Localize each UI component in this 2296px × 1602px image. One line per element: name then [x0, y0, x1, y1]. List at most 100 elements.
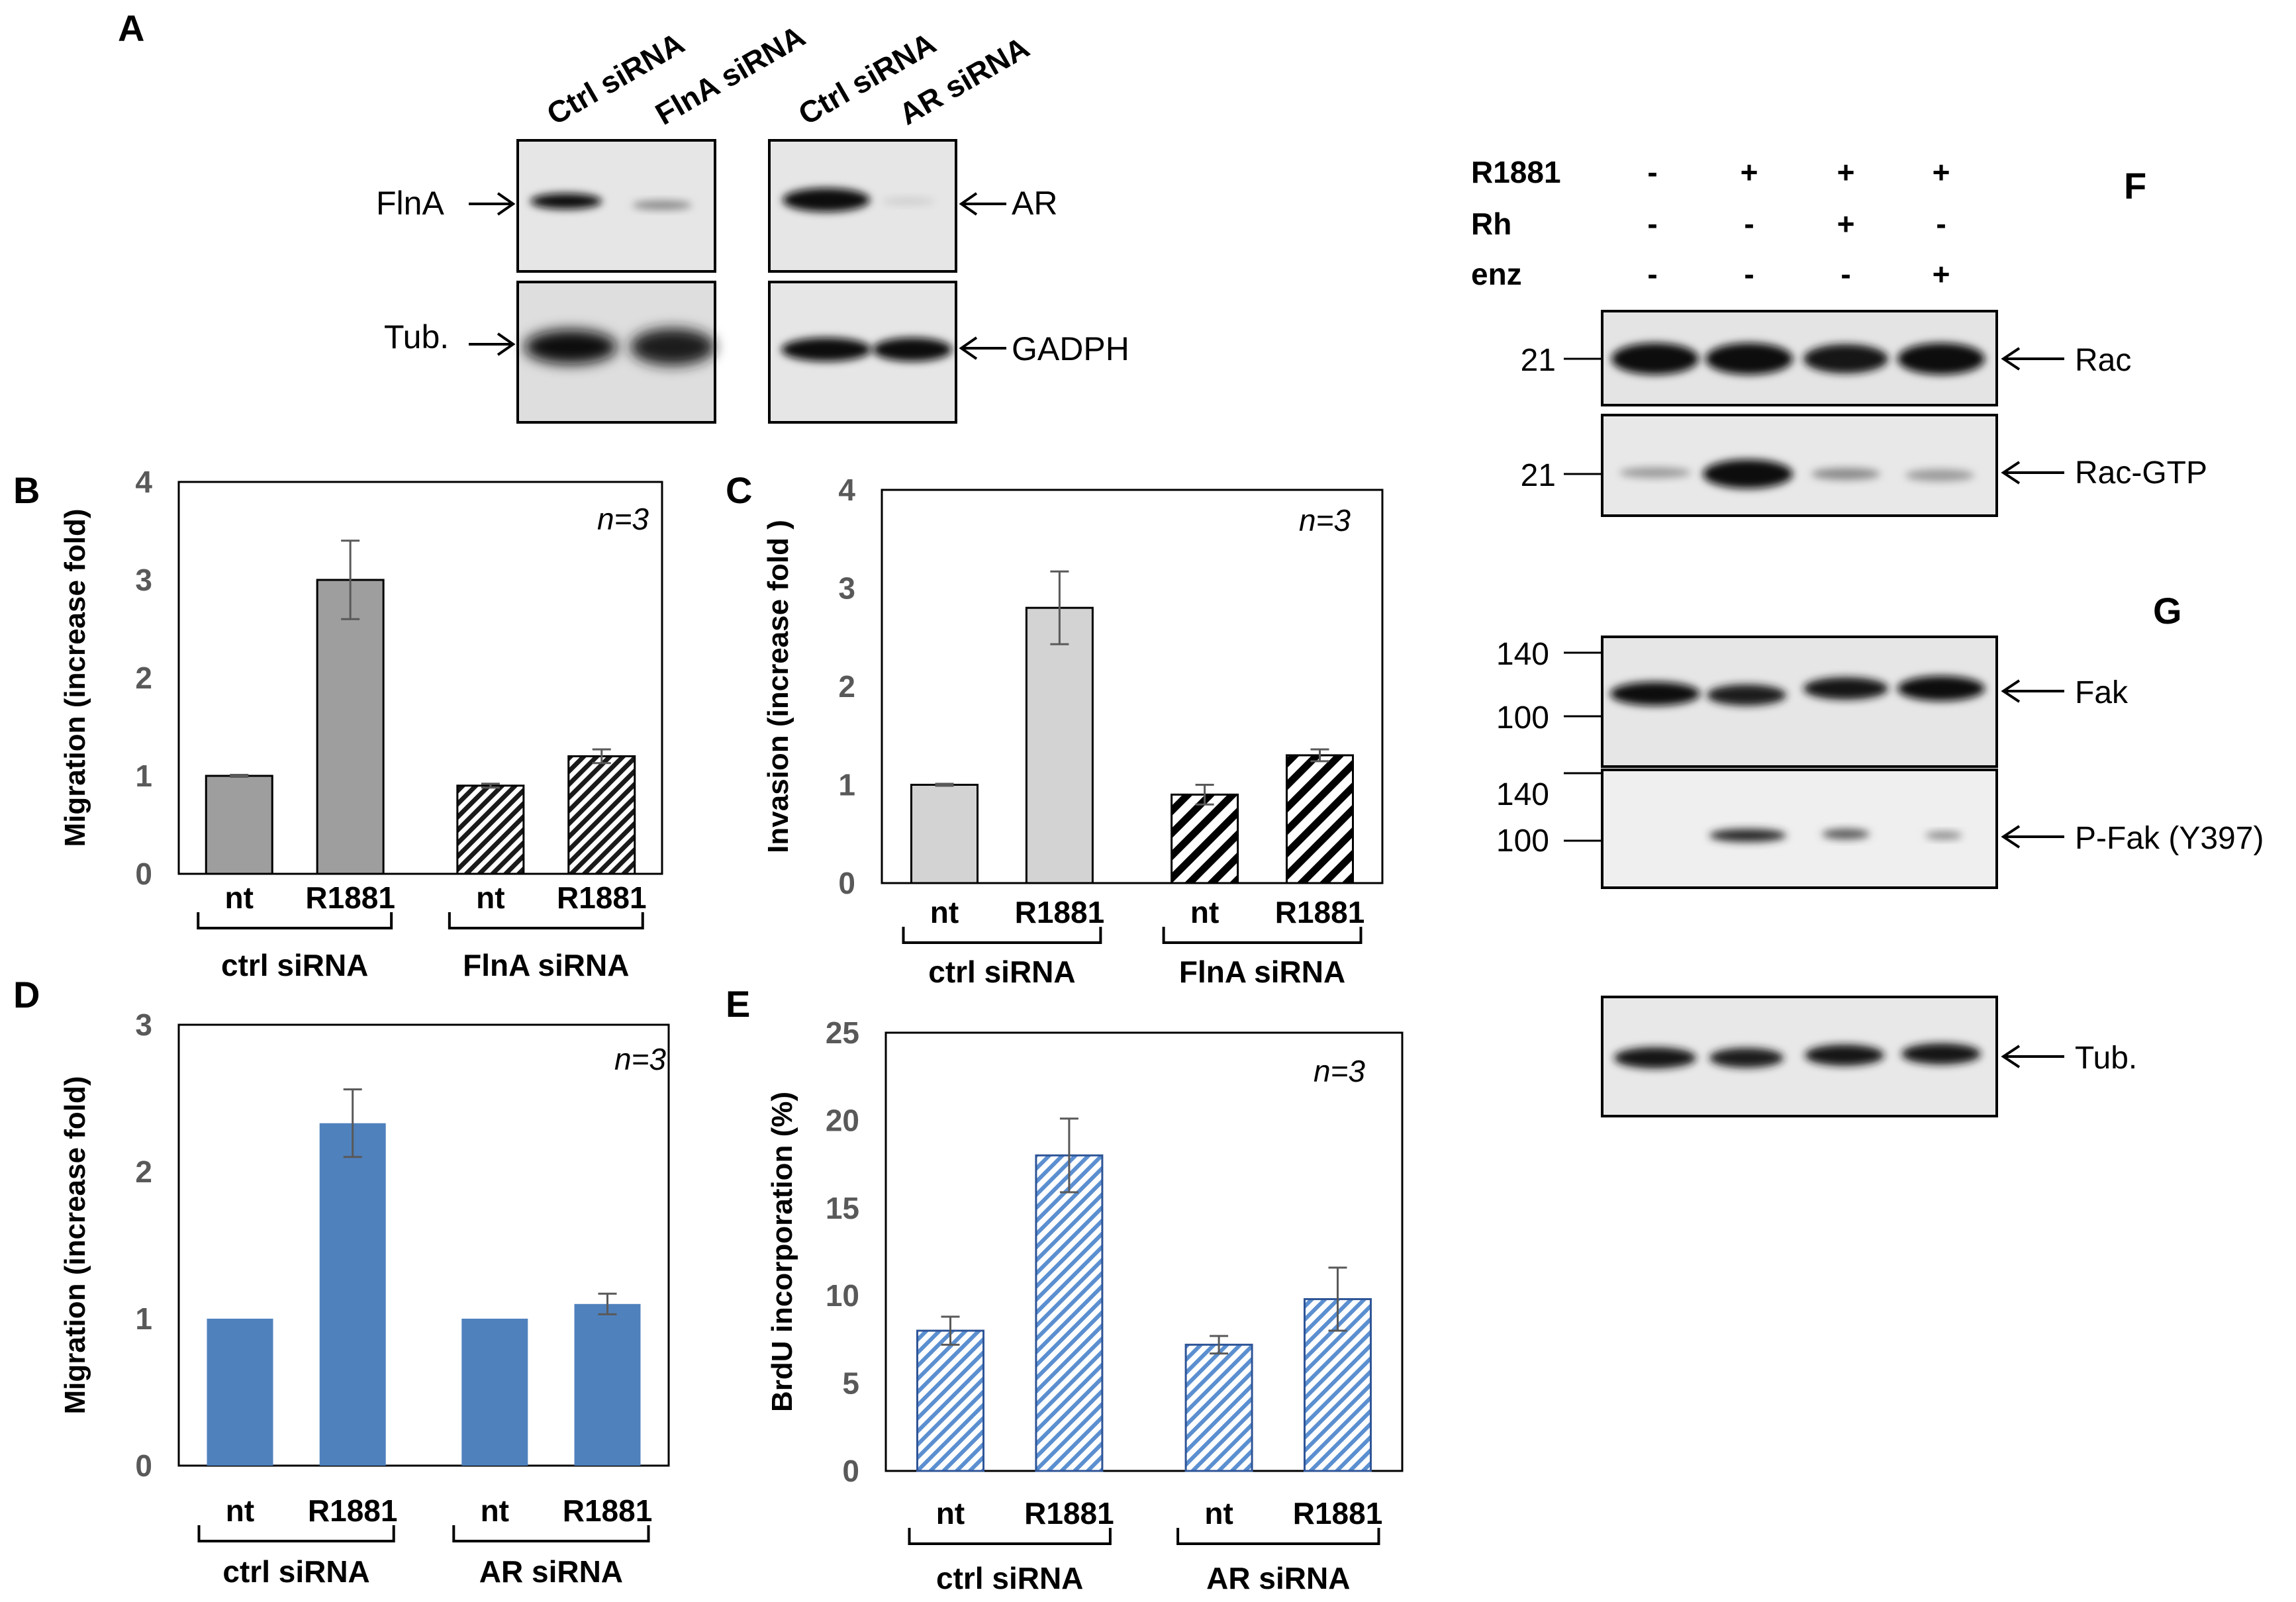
band-label-p-fak: P-Fak (Y397) — [2075, 821, 2264, 856]
category-label: R1881 — [557, 880, 647, 915]
y-axis-label: BrdU incorporation (%) — [766, 1092, 798, 1412]
band-label-tub-a: Tub. — [384, 318, 449, 355]
y-tick-label: 1 — [838, 768, 855, 802]
blot-gadph — [768, 281, 957, 424]
arrow-p-fak — [2001, 825, 2064, 849]
category-label: R1881 — [563, 1493, 653, 1528]
y-tick-label: 0 — [135, 1448, 152, 1483]
y-tick-label: 2 — [135, 1154, 152, 1189]
blot-rac — [1601, 310, 1998, 406]
category-label: nt — [481, 1493, 509, 1528]
band-label-rac: Rac — [2075, 343, 2131, 378]
category-label: R1881 — [1015, 895, 1105, 929]
y-axis-label: Invasion (increase fold ) — [762, 520, 794, 853]
blot-a-arrows — [469, 192, 1006, 360]
panel-letter-a: A — [118, 7, 144, 49]
group-bracket — [448, 912, 644, 929]
category-label: R1881 — [305, 880, 395, 915]
category-label: R1881 — [308, 1493, 398, 1528]
category-label: nt — [226, 1493, 254, 1528]
panel-letter-g: G — [2153, 590, 2182, 632]
group-label: AR siRNA — [479, 1554, 623, 1589]
group-bracket — [197, 1525, 395, 1542]
error-bar — [598, 1292, 617, 1315]
bar — [574, 1303, 641, 1466]
plot-frame — [177, 1023, 670, 1467]
y-tick-label: 20 — [826, 1103, 859, 1137]
chart-e-brdu-ar: 0 5 10 15 20 25 BrdU incorporation (%) n=3 nt R18… — [766, 1015, 1404, 1595]
plot-frame — [881, 489, 1384, 884]
error-bar — [481, 782, 500, 789]
group-bracket — [908, 1528, 1112, 1545]
marker-21-rac: 21 — [1521, 343, 1556, 378]
error-bar — [941, 1315, 960, 1346]
plot-frame — [177, 481, 663, 875]
y-tick-label: 1 — [135, 1301, 152, 1336]
n-annotation: n=3 — [1299, 503, 1351, 538]
band-label-tub-g: Tub. — [2075, 1041, 2137, 1076]
panel-letter-f: F — [2124, 165, 2146, 207]
blot-fg-arrows — [2001, 347, 2064, 1068]
y-tick-label: 25 — [826, 1015, 859, 1050]
y-tick-label: 3 — [135, 563, 152, 597]
error-bar — [230, 774, 249, 778]
group-bracket — [197, 912, 393, 929]
bar — [567, 755, 636, 875]
y-tick-label: 0 — [135, 857, 152, 891]
y-tick-label: 3 — [135, 1008, 152, 1042]
group-bracket — [1162, 927, 1363, 944]
error-bar — [343, 1088, 362, 1158]
category-label: nt — [476, 880, 504, 915]
treatment-mark: - — [1647, 207, 1657, 241]
error-bar — [1195, 784, 1214, 806]
arrow-fak — [2001, 679, 2064, 703]
bar — [207, 1319, 273, 1466]
chart-b-migration-flna: 0 1 2 3 4 Migration (increase fold) n=3 nt R1881… — [59, 465, 663, 982]
treatment-mark: + — [1837, 155, 1855, 189]
treatment-mark: + — [1837, 207, 1855, 241]
marker-100-pfak: 100 — [1496, 824, 1549, 859]
error-bar — [592, 748, 611, 765]
arrow-rac — [2001, 347, 2064, 371]
blot-a-lane-labels: Ctrl siRNA FlnA siRNA Ctrl siRNA AR siRN… — [541, 19, 1035, 132]
treatment-mark: + — [1741, 155, 1758, 189]
band-label-ar: AR — [1012, 185, 1057, 222]
group-label: ctrl siRNA — [222, 1554, 369, 1589]
group-label: FlnA siRNA — [1179, 955, 1345, 989]
y-tick-label: 2 — [135, 661, 152, 695]
y-tick-label: 5 — [842, 1366, 859, 1401]
y-tick-label: 3 — [838, 571, 855, 606]
arrow-flna — [469, 192, 516, 216]
category-label: nt — [225, 880, 254, 915]
bar — [456, 784, 525, 875]
marker-21-rac-gtp: 21 — [1521, 458, 1556, 493]
category-label: nt — [1204, 1496, 1233, 1531]
marker-140-fak: 140 — [1496, 637, 1549, 672]
category-label: nt — [1190, 895, 1219, 929]
group-bracket — [902, 927, 1102, 944]
marker-140-pfak: 140 — [1496, 777, 1549, 812]
group-label: FlnA siRNA — [463, 948, 629, 982]
band-label-rac-gtp: Rac-GTP — [2075, 455, 2207, 491]
category-label: nt — [930, 895, 959, 929]
y-tick-label: 4 — [135, 465, 152, 499]
blot-p-fak — [1601, 769, 1998, 889]
error-bar — [1059, 1117, 1078, 1194]
blot-tubulin-g — [1601, 996, 1998, 1117]
error-bar — [1328, 1266, 1347, 1332]
blot-rac-gtp — [1601, 414, 1998, 517]
panel-letter-d: D — [13, 974, 40, 1015]
error-bar — [1310, 748, 1329, 763]
blot-tubulin-a — [516, 281, 716, 424]
band-label-flna: FlnA — [376, 185, 444, 222]
panel-letter-e: E — [726, 983, 750, 1025]
marker-ticks — [1564, 357, 1602, 842]
treatment-mark: - — [1744, 257, 1754, 291]
plot-frame — [885, 1031, 1404, 1472]
arrow-tub-g — [2001, 1045, 2064, 1068]
chart-c-invasion-flna: 0 1 2 3 4 Invasion (increase fold ) n=3 nt R1881… — [762, 473, 1384, 989]
bar — [1035, 1154, 1104, 1472]
treatment-mark: + — [1933, 155, 1950, 189]
error-bar — [1210, 1335, 1229, 1355]
